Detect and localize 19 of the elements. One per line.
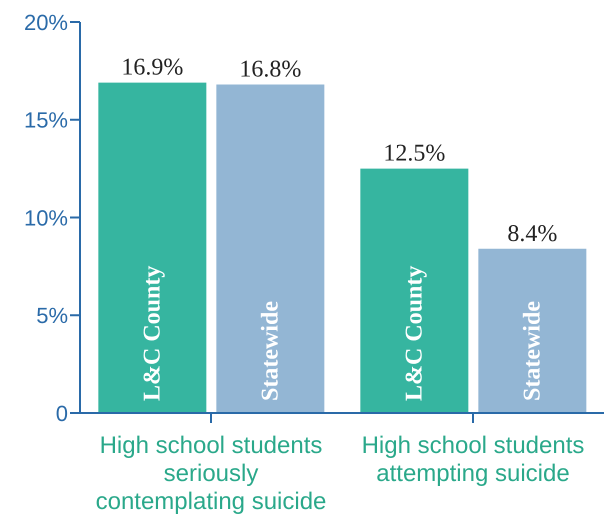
bar <box>478 248 586 413</box>
x-tick-label: High school students attempting suicide <box>362 432 584 487</box>
series-label: Statewide <box>257 300 284 401</box>
data-label: 16.8% <box>239 56 302 83</box>
bar <box>360 168 468 413</box>
series-label: L&C County <box>139 266 166 401</box>
text: L&C County <box>401 266 428 401</box>
y-tick-label: 20% <box>24 10 68 35</box>
text: Statewide <box>519 301 546 401</box>
y-tick-label: 5% <box>36 303 68 328</box>
data-label: 16.9% <box>121 54 184 81</box>
y-tick-label: 0 <box>56 400 68 426</box>
bar <box>216 84 324 413</box>
data-label: 12.5% <box>383 140 446 167</box>
y-tick-label: 10% <box>24 205 68 230</box>
data-label: 8.4% <box>507 220 558 247</box>
x-tick-label: High school students seriously contemplating suicide <box>96 432 326 515</box>
bar <box>98 82 206 413</box>
y-tick-label: 15% <box>24 108 68 133</box>
